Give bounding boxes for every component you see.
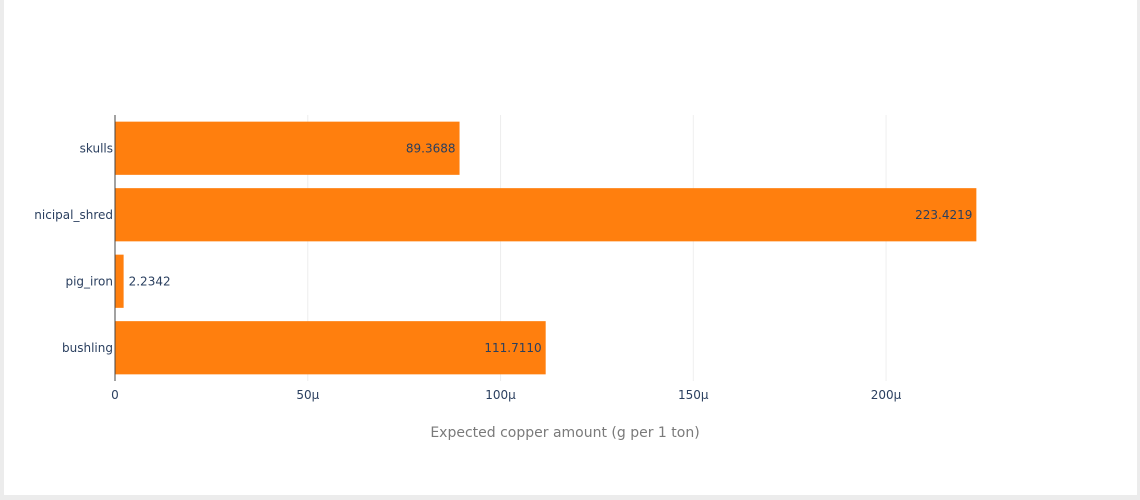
x-tick-label-2: 100μ <box>485 388 516 402</box>
bar-value-label-nicipal_shred: 223.4219 <box>915 208 972 222</box>
y-tick-label-pig_iron: pig_iron <box>65 274 113 288</box>
x-tick-label-4: 200μ <box>871 388 902 402</box>
y-tick-label-skulls: skulls <box>80 141 113 155</box>
bar-value-labels: 89.3688 223.4219 2.2342 111.7110 <box>129 141 973 355</box>
bar-value-label-pig_iron: 2.2342 <box>129 274 171 288</box>
bar-skulls <box>115 121 460 175</box>
x-tick-label-0: 0 <box>111 388 119 402</box>
x-axis-title: Expected copper amount (g per 1 ton) <box>430 425 699 441</box>
y-tick-labels: skulls nicipal_shred pig_iron bushling <box>34 141 113 355</box>
bar-bushling <box>115 321 546 375</box>
chart-frame: skulls nicipal_shred pig_iron bushling 0 50μ… <box>4 0 1137 495</box>
x-tick-label-3: 150μ <box>678 388 709 402</box>
y-tick-label-bushling: bushling <box>62 341 113 355</box>
bar-value-label-bushling: 111.7110 <box>484 341 541 355</box>
bar-pig_iron <box>115 254 124 308</box>
y-tick-label-nicipal_shred: nicipal_shred <box>34 208 113 222</box>
bar-chart: skulls nicipal_shred pig_iron bushling 0 50μ… <box>34 115 977 441</box>
bar-nicipal_shred <box>115 188 977 242</box>
x-tick-label-1: 50μ <box>296 388 319 402</box>
bars <box>115 121 977 375</box>
bar-value-label-skulls: 89.3688 <box>406 141 456 155</box>
x-tick-labels: 0 50μ 100μ 150μ 200μ <box>111 388 902 402</box>
